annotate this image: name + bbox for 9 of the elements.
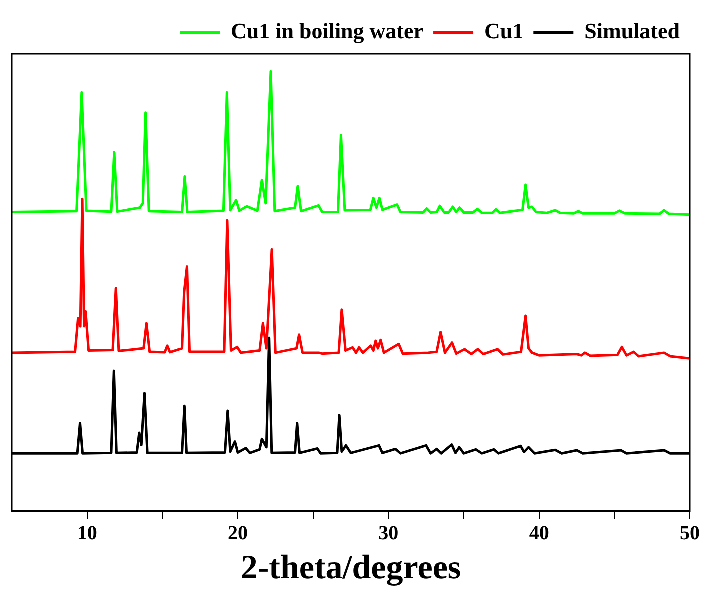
- x-tick-label: 10: [77, 522, 98, 544]
- x-tick-label: 40: [529, 522, 550, 544]
- legend-label: Cu1 in boiling water: [231, 18, 424, 44]
- x-tick-label: 20: [228, 522, 248, 544]
- legend-label: Cu1: [484, 18, 524, 44]
- x-axis-title: 2-theta/degrees: [240, 549, 462, 586]
- legend-label: Simulated: [584, 18, 680, 44]
- x-tick-label: 30: [378, 522, 399, 544]
- x-tick-label: 50: [680, 522, 700, 544]
